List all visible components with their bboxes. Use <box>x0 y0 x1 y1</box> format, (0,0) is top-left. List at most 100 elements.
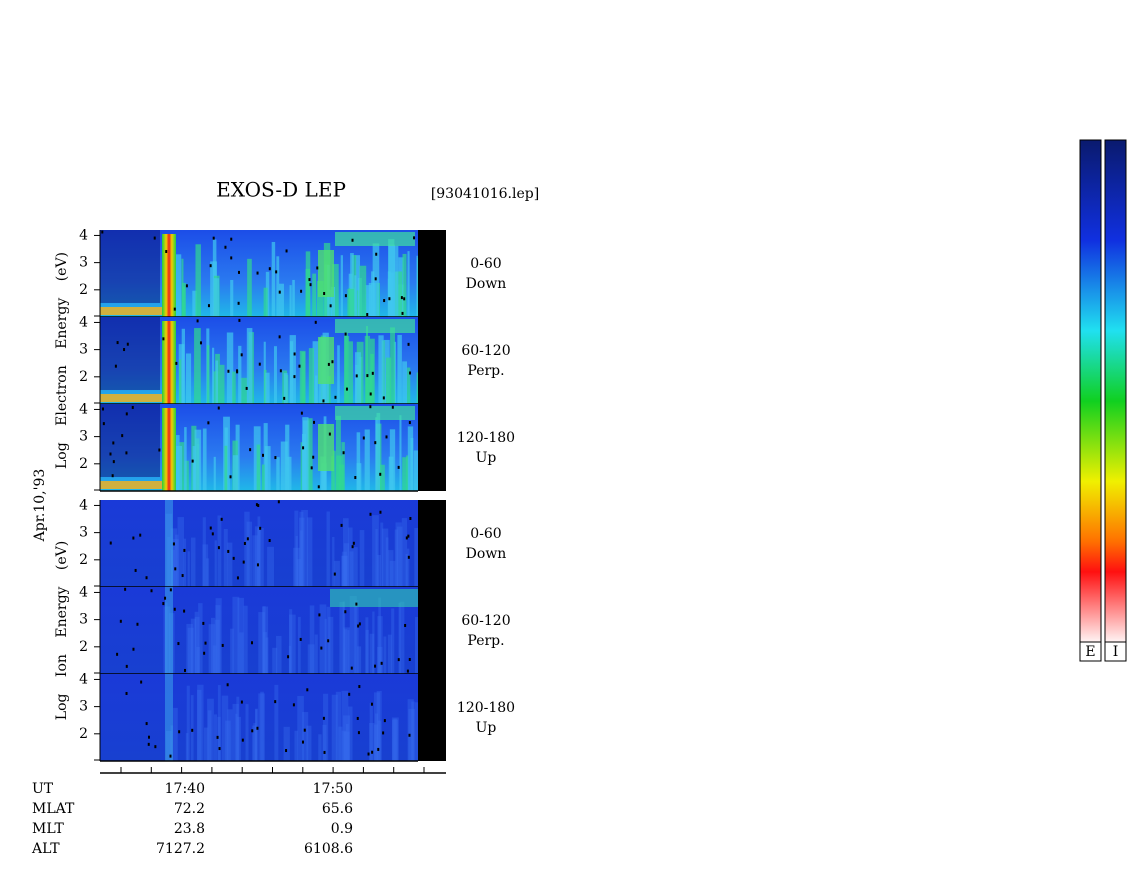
blank-strip <box>418 674 446 761</box>
spectrogram-streak <box>225 720 231 761</box>
spectrogram-speck <box>385 435 388 439</box>
spectrogram-streak <box>364 429 370 491</box>
spectrogram-speck <box>362 436 365 440</box>
spectrogram-speck <box>153 236 156 240</box>
y-tick-label: 4 <box>79 671 88 687</box>
spectrogram-speck <box>374 441 377 445</box>
time-axis <box>100 767 446 774</box>
spectrogram-streak <box>195 244 201 317</box>
pitch-range: 60-120 <box>461 613 510 629</box>
spectrogram-streak <box>213 456 216 491</box>
spectrogram-speck <box>374 277 377 281</box>
spectrogram-speck <box>230 237 233 241</box>
spectrogram-speck <box>322 399 325 403</box>
spectrogram-speck <box>327 362 330 366</box>
spectrogram-streak <box>395 522 402 587</box>
spectrogram-streak <box>198 603 203 674</box>
spectrogram-speck <box>268 267 271 271</box>
spectrogram-speck <box>109 541 112 545</box>
spectrogram-streak <box>370 353 374 404</box>
blank-strip <box>418 317 446 404</box>
spectrogram-speck <box>169 754 172 758</box>
color-bar-label-box <box>1079 641 1102 662</box>
spectrogram-speck <box>240 353 243 357</box>
spectrogram-streak <box>235 713 238 761</box>
spectrogram-speck <box>300 411 303 415</box>
spectrogram-streak <box>389 560 396 587</box>
spectrogram-streak <box>182 286 186 317</box>
spectrogram-speck <box>302 446 305 450</box>
spectrogram-streak <box>183 538 187 587</box>
spectrogram-streak <box>402 361 408 404</box>
spectrogram-speck <box>204 641 207 645</box>
spectrogram-speck <box>344 610 347 614</box>
spectrogram-streak <box>393 718 397 761</box>
spectrogram-streak <box>356 432 361 491</box>
spectrogram-streak <box>217 685 221 761</box>
spectrogram-dark <box>100 317 160 390</box>
spectrogram-streak <box>377 616 383 674</box>
spectrogram-speck <box>261 453 264 457</box>
spectrogram-speck <box>259 526 262 530</box>
spectrogram-streak <box>240 377 248 404</box>
spectrogram-streak <box>219 364 225 404</box>
spectrogram-speck <box>318 613 321 617</box>
spectrogram-streak <box>283 726 290 761</box>
spectrogram-streak <box>294 730 298 761</box>
spectrogram-streak <box>377 554 381 587</box>
spectrogram-speck <box>355 602 358 606</box>
orbit-value: 6108.6 <box>304 841 353 857</box>
spectrogram-streak <box>407 426 414 491</box>
spectrogram-streak <box>331 694 338 761</box>
spectrogram-streak <box>212 645 217 674</box>
spectrogram-streak <box>236 696 240 761</box>
spectrogram-speck <box>224 245 227 249</box>
spectrogram-streak <box>388 456 394 491</box>
spectrogram-streak <box>394 529 398 587</box>
spectrogram-speck <box>383 299 386 303</box>
spectrogram-streak <box>378 335 384 404</box>
spectrogram-streak <box>206 345 210 404</box>
spectrogram-streak <box>341 730 347 761</box>
spectrogram-streak <box>355 352 361 404</box>
spectrogram-streak <box>202 517 206 587</box>
blank-strip <box>418 587 446 674</box>
spectrogram-speck <box>116 341 119 345</box>
spectrogram-speck <box>150 589 153 593</box>
spectrogram-streak <box>395 271 403 317</box>
spectrogram-streak <box>348 341 353 404</box>
spectrogram-streak <box>212 347 215 404</box>
spectrogram-speck <box>207 421 210 425</box>
spectrogram-speck <box>292 703 295 707</box>
orbit-value: 7127.2 <box>156 841 205 857</box>
spectrogram-band <box>335 406 415 420</box>
spectrogram-streak <box>175 435 180 491</box>
spectrogram-streak <box>230 279 234 317</box>
spectrogram-streak <box>376 412 381 491</box>
spectrogram-speck <box>178 730 181 734</box>
spectrogram-speck <box>369 405 372 409</box>
spectrogram-streak <box>349 596 357 674</box>
spectrogram-streak <box>185 733 189 761</box>
spectrogram-speck <box>277 500 280 504</box>
spectrogram-streak <box>365 326 369 404</box>
spectrogram-streak <box>383 636 387 674</box>
spectrogram-streak <box>230 628 234 674</box>
spectrogram-streak <box>246 328 253 404</box>
pitch-direction: Perp. <box>467 363 504 379</box>
spectrogram-speck <box>158 448 161 452</box>
spectrogram-streak <box>238 345 242 404</box>
spectrogram-streak <box>262 606 266 674</box>
spectrogram-speck <box>131 405 134 409</box>
spectrogram-speck <box>369 392 372 396</box>
spectrogram-hot <box>162 408 176 491</box>
spectrogram-streak <box>328 616 334 674</box>
spectrogram-streak <box>312 341 319 404</box>
spectrogram-speck <box>367 752 370 756</box>
spectrogram-streak <box>378 597 381 674</box>
spectrogram-streak <box>326 511 330 587</box>
spectrogram-streak <box>330 286 335 317</box>
spectrogram-hot <box>162 234 176 317</box>
spectrogram-speck <box>407 342 410 346</box>
spectrogram-speck <box>407 534 410 538</box>
